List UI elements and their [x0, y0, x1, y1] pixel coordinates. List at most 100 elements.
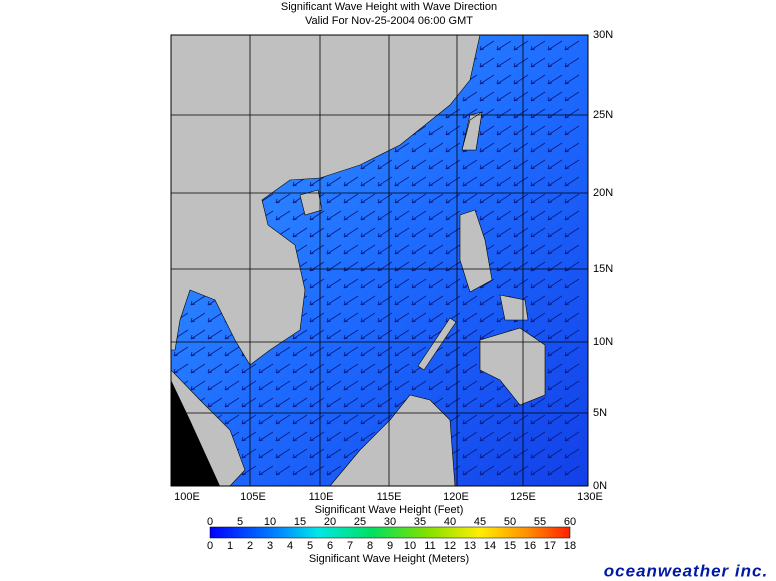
wave-arrow — [173, 346, 189, 357]
wave-arrow — [547, 227, 563, 238]
wave-arrow — [343, 295, 359, 306]
wave-arrow — [547, 312, 563, 323]
wave-arrow — [530, 142, 546, 153]
wave-arrow — [326, 397, 342, 408]
feet-tick-label: 5 — [237, 516, 243, 528]
wave-arrow — [547, 431, 563, 442]
wave-arrow — [394, 380, 410, 391]
longitude-label: 100E — [174, 491, 200, 503]
wave-arrow — [377, 176, 393, 187]
wave-arrow — [564, 448, 580, 459]
wave-arrow — [513, 244, 529, 255]
wave-arrow — [190, 329, 206, 340]
wave-arrow — [292, 380, 308, 391]
wave-arrow — [326, 414, 342, 425]
wave-arrow — [547, 363, 563, 374]
wave-arrow — [479, 414, 495, 425]
wave-arrow — [496, 431, 512, 442]
wave-arrow — [292, 227, 308, 238]
wave-arrow — [258, 414, 274, 425]
wave-arrow — [343, 312, 359, 323]
longitude-label: 120E — [443, 491, 469, 503]
wave-arrow — [564, 363, 580, 374]
meters-tick-label: 11 — [424, 540, 435, 552]
wave-arrow — [326, 295, 342, 306]
wave-arrow — [309, 363, 325, 374]
wave-arrow — [564, 193, 580, 204]
wave-arrow — [530, 295, 546, 306]
meters-tick-label: 9 — [387, 540, 393, 552]
wave-arrow — [309, 431, 325, 442]
wave-arrow — [513, 431, 529, 442]
wave-arrow — [513, 125, 529, 136]
wave-arrow — [496, 91, 512, 102]
wave-arrow — [394, 278, 410, 289]
wave-arrow — [360, 210, 376, 221]
wave-arrow — [411, 176, 427, 187]
wave-arrow — [411, 142, 427, 153]
wave-arrow — [258, 380, 274, 391]
wave-arrow — [309, 176, 325, 187]
wave-arrow — [462, 363, 478, 374]
longitude-label: 110E — [309, 491, 334, 503]
wave-arrow — [564, 346, 580, 357]
meters-tick-label: 6 — [327, 540, 333, 552]
wave-arrow — [343, 448, 359, 459]
latitude-label: 15N — [593, 263, 613, 275]
wave-arrow — [547, 57, 563, 68]
wave-arrow — [326, 431, 342, 442]
wave-arrow — [309, 295, 325, 306]
wave-arrow — [241, 380, 257, 391]
wave-arrow — [309, 448, 325, 459]
longitude-label: 115E — [377, 491, 402, 503]
latitude-label: 10N — [593, 336, 613, 348]
wave-arrow — [275, 380, 291, 391]
wave-arrow — [530, 465, 546, 476]
wave-arrow — [343, 278, 359, 289]
wave-arrow — [513, 414, 529, 425]
wave-arrow — [496, 397, 512, 408]
wave-arrow — [411, 278, 427, 289]
map-frame — [170, 34, 589, 487]
wave-arrow — [445, 193, 461, 204]
wave-arrow — [343, 193, 359, 204]
wave-arrow — [462, 380, 478, 391]
wave-arrow — [479, 159, 495, 170]
wave-arrow — [513, 159, 529, 170]
wave-arrow — [479, 448, 495, 459]
wave-arrow — [530, 414, 546, 425]
wave-arrow — [445, 380, 461, 391]
meters-tick-label: 2 — [247, 540, 253, 552]
wave-arrow — [496, 414, 512, 425]
wave-arrow — [292, 448, 308, 459]
wave-arrow — [275, 210, 291, 221]
axis-labels: 100E 105E 110E 115E 120E 125E 130E 30N 25N 20N 15N… — [174, 29, 613, 503]
wave-arrow — [360, 244, 376, 255]
wave-arrow — [258, 431, 274, 442]
wave-arrow — [377, 397, 393, 408]
wave-arrow — [445, 278, 461, 289]
meters-tick-label: 13 — [464, 540, 476, 552]
wave-arrow — [547, 465, 563, 476]
wave-arrow — [309, 397, 325, 408]
wave-arrow — [377, 363, 393, 374]
wave-arrow — [479, 465, 495, 476]
wave-arrow — [564, 312, 580, 323]
wave-arrow — [394, 210, 410, 221]
wave-arrow — [513, 448, 529, 459]
wave-arrow — [309, 227, 325, 238]
wave-arrow — [462, 312, 478, 323]
wave-arrow — [445, 363, 461, 374]
wave-arrow — [445, 142, 461, 153]
wave-arrow — [428, 227, 444, 238]
wave-arrow — [377, 312, 393, 323]
wave-arrow — [462, 397, 478, 408]
title: Significant Wave Height with Wave Direct… — [281, 1, 497, 13]
wave-arrow — [564, 244, 580, 255]
wave-arrow — [394, 244, 410, 255]
feet-tick-label: 55 — [534, 516, 546, 528]
wave-arrow — [411, 346, 427, 357]
wave-arrow — [360, 278, 376, 289]
wave-arrow — [479, 295, 495, 306]
wave-arrow — [564, 465, 580, 476]
